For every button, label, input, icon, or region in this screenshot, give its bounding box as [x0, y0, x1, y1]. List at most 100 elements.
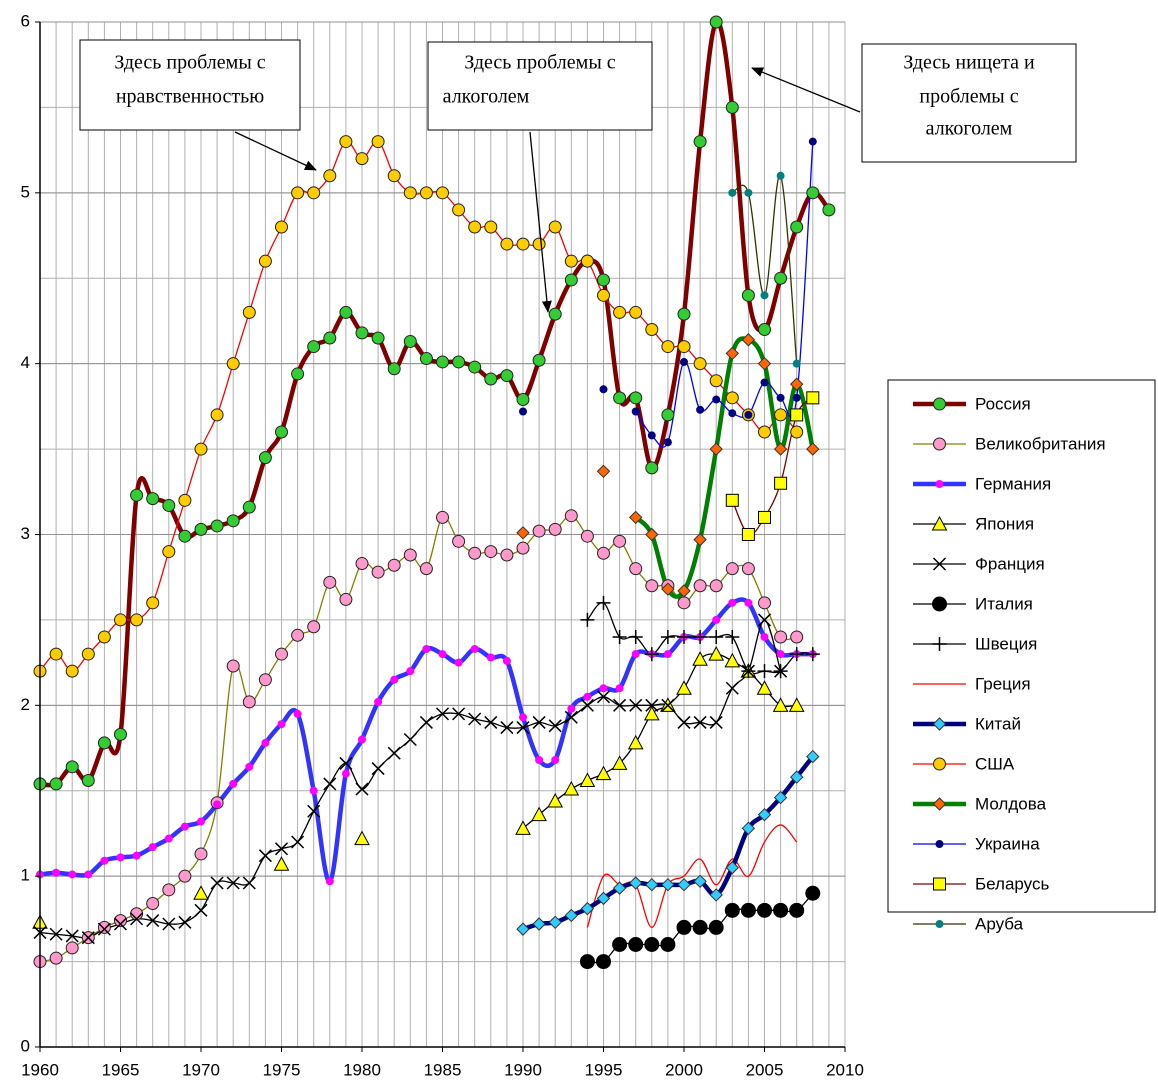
- marker: [661, 408, 675, 422]
- marker: [452, 355, 466, 369]
- marker: [436, 186, 449, 200]
- marker: [790, 425, 804, 439]
- annotation-text: Здесь проблемы с: [464, 52, 615, 74]
- marker: [261, 738, 270, 747]
- marker: [709, 579, 723, 593]
- marker: [307, 620, 321, 634]
- marker: [629, 698, 643, 712]
- marker: [532, 715, 546, 729]
- marker: [130, 912, 144, 926]
- marker: [164, 834, 173, 843]
- marker: [242, 876, 256, 890]
- marker: [532, 524, 546, 538]
- legend-marker: [931, 515, 948, 531]
- marker: [516, 237, 530, 251]
- marker: [307, 186, 321, 200]
- marker: [226, 514, 240, 528]
- y-tick-label: 0: [21, 1036, 30, 1055]
- marker: [599, 385, 608, 394]
- marker: [728, 188, 737, 197]
- marker: [680, 357, 688, 366]
- marker: [773, 442, 788, 456]
- marker: [146, 914, 160, 928]
- marker: [564, 509, 578, 523]
- marker: [516, 393, 530, 407]
- marker: [760, 633, 769, 641]
- marker: [725, 493, 739, 507]
- legend-marker: [935, 840, 944, 848]
- marker: [291, 367, 305, 381]
- marker: [274, 842, 289, 856]
- marker: [595, 765, 612, 781]
- marker: [468, 546, 482, 560]
- marker: [390, 675, 399, 684]
- marker: [436, 510, 449, 524]
- marker: [516, 541, 530, 555]
- marker: [631, 650, 640, 659]
- marker: [516, 922, 530, 936]
- marker: [757, 902, 772, 918]
- marker: [81, 647, 95, 661]
- annotation-arrow: [529, 131, 552, 313]
- marker: [789, 647, 804, 662]
- marker: [805, 885, 821, 901]
- marker: [325, 877, 334, 886]
- legend-marker: [932, 596, 947, 612]
- marker: [758, 596, 771, 610]
- marker: [629, 391, 643, 405]
- marker: [516, 526, 530, 540]
- marker: [130, 488, 144, 502]
- marker: [677, 596, 691, 610]
- marker: [597, 546, 610, 560]
- marker: [744, 598, 753, 607]
- marker: [291, 835, 305, 849]
- legend-label: Германия: [975, 474, 1051, 493]
- legend-label: Япония: [975, 514, 1034, 533]
- y-tick-label: 2: [21, 695, 30, 714]
- marker: [645, 878, 659, 892]
- marker: [725, 630, 740, 644]
- marker: [709, 15, 723, 29]
- marker: [564, 908, 579, 923]
- marker: [371, 135, 385, 149]
- marker: [773, 902, 789, 918]
- marker: [663, 438, 672, 447]
- legend-label: Россия: [975, 394, 1031, 413]
- marker: [583, 692, 592, 701]
- marker: [339, 135, 353, 149]
- marker: [435, 707, 450, 721]
- annotation-text: проблемы с: [919, 86, 1018, 108]
- legend-label: Молдова: [975, 794, 1047, 813]
- marker: [387, 558, 401, 572]
- marker: [148, 843, 157, 852]
- marker: [500, 237, 514, 251]
- marker: [773, 790, 788, 805]
- marker: [725, 346, 740, 361]
- marker: [65, 664, 79, 678]
- x-tick-label: 1995: [585, 1060, 623, 1079]
- marker: [531, 806, 547, 822]
- marker: [213, 800, 222, 809]
- x-tick-label: 1960: [21, 1060, 59, 1079]
- marker: [113, 917, 128, 931]
- marker: [774, 271, 788, 285]
- marker: [403, 334, 417, 348]
- marker: [162, 883, 176, 897]
- marker: [339, 305, 353, 319]
- marker: [757, 356, 772, 371]
- marker: [178, 493, 192, 507]
- y-tick-label: 5: [21, 182, 30, 201]
- marker: [756, 680, 773, 695]
- marker: [114, 613, 127, 627]
- marker: [661, 340, 675, 354]
- legend-marker: [933, 877, 946, 891]
- marker: [790, 630, 804, 644]
- annotation-box: [79, 39, 301, 131]
- marker: [275, 647, 288, 661]
- marker: [515, 820, 531, 835]
- marker: [789, 377, 804, 391]
- marker: [341, 769, 350, 778]
- marker: [645, 323, 659, 336]
- marker: [452, 534, 466, 548]
- marker: [596, 690, 611, 704]
